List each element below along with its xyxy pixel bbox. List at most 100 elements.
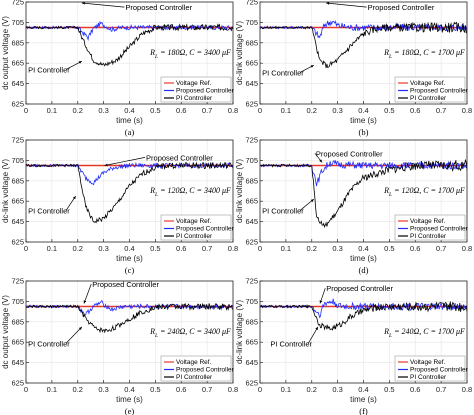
legend-entry: Voltage Ref. bbox=[410, 218, 446, 225]
legend-entry: PI Controller bbox=[176, 95, 213, 102]
panel-caption: (f) bbox=[359, 406, 368, 415]
arrow-head-icon bbox=[319, 300, 323, 304]
arrow-head-icon bbox=[104, 163, 108, 167]
annotation-proposed-controller: Proposed Controller bbox=[368, 3, 435, 12]
x-tick-label: 0.7 bbox=[436, 244, 446, 253]
y-tick-label: 665 bbox=[11, 338, 24, 347]
x-tick-label: 0.3 bbox=[98, 244, 108, 253]
x-tick-label: 0.5 bbox=[384, 106, 394, 115]
load-parameter-label: RL = 240Ω, C = 3400 μF bbox=[149, 327, 231, 339]
x-tick-label: 0.4 bbox=[358, 106, 368, 115]
y-tick-label: 665 bbox=[11, 197, 24, 206]
y-tick-label: 685 bbox=[11, 176, 24, 185]
x-tick-label: 0.5 bbox=[150, 244, 160, 253]
load-parameter-label: RL = 240Ω, C = 1700 μF bbox=[383, 327, 465, 339]
x-tick-label: 0 bbox=[258, 385, 262, 394]
y-tick-label: 725 bbox=[11, 136, 24, 145]
x-tick-label: 0 bbox=[258, 106, 262, 115]
arrow-head-icon bbox=[72, 196, 76, 200]
x-tick-label: 0.4 bbox=[358, 244, 368, 253]
x-tick-label: 0.2 bbox=[307, 385, 317, 394]
y-tick-label: 625 bbox=[245, 238, 258, 247]
y-tick-label: 705 bbox=[245, 18, 258, 27]
y-tick-label: 625 bbox=[11, 238, 24, 247]
panel-caption: (a) bbox=[125, 127, 135, 137]
x-tick-label: 0.8 bbox=[462, 106, 472, 115]
x-tick-label: 0.2 bbox=[307, 244, 317, 253]
series-pi-controller bbox=[25, 161, 234, 224]
annotation-pi-controller: PI Controller bbox=[28, 206, 70, 215]
panel-caption: (d) bbox=[359, 265, 369, 275]
panel-caption: (b) bbox=[359, 127, 369, 137]
legend-entry: PI Controller bbox=[176, 374, 213, 381]
panel-caption: (c) bbox=[125, 265, 135, 275]
y-tick-label: 725 bbox=[11, 0, 24, 7]
series-pi-controller bbox=[259, 301, 468, 331]
x-tick-label: 0.8 bbox=[228, 385, 238, 394]
legend-entry: Voltage Ref. bbox=[410, 80, 446, 87]
legend-entry: PI Controller bbox=[410, 374, 447, 381]
legend-entry: Proposed Controller bbox=[176, 226, 235, 233]
x-tick-label: 0.1 bbox=[281, 385, 291, 394]
annotation-pi-controller: PI Controller bbox=[28, 65, 70, 74]
annotation-arrow bbox=[65, 326, 83, 344]
x-tick-label: 0 bbox=[24, 385, 28, 394]
legend-entry: Voltage Ref. bbox=[176, 80, 212, 87]
x-tick-label: 0.1 bbox=[47, 385, 57, 394]
x-axis-label: time (s) bbox=[116, 395, 143, 404]
annotation-proposed-controller: Proposed Controller bbox=[125, 3, 192, 12]
y-tick-label: 725 bbox=[245, 136, 258, 145]
legend-entry: Proposed Controller bbox=[410, 226, 469, 233]
series-pi-controller bbox=[259, 158, 468, 229]
x-tick-label: 0.2 bbox=[307, 106, 317, 115]
legend-entry: Proposed Controller bbox=[410, 367, 469, 374]
x-tick-label: 0.2 bbox=[73, 385, 83, 394]
x-tick-label: 0.7 bbox=[436, 106, 446, 115]
legend-entry: Voltage Ref. bbox=[176, 218, 212, 225]
y-tick-label: 645 bbox=[11, 217, 24, 226]
annotation-proposed-controller: Proposed Controller bbox=[146, 153, 213, 162]
annotation-arrow bbox=[308, 326, 319, 344]
y-tick-label: 625 bbox=[11, 379, 24, 388]
x-tick-label: 0 bbox=[24, 244, 28, 253]
y-axis-label: dc-link voltage (V) bbox=[1, 159, 10, 223]
y-tick-label: 625 bbox=[245, 379, 258, 388]
x-tick-label: 0.1 bbox=[47, 106, 57, 115]
x-tick-label: 0.8 bbox=[462, 244, 472, 253]
x-axis-label: time (s) bbox=[350, 116, 377, 125]
x-tick-label: 0.6 bbox=[410, 106, 420, 115]
x-tick-label: 0.1 bbox=[47, 244, 57, 253]
panel-caption: (e) bbox=[125, 406, 135, 415]
x-tick-label: 0.6 bbox=[176, 244, 186, 253]
annotation-proposed-controller: Proposed Controller bbox=[316, 149, 383, 158]
y-axis-label: dc-link voltage (V) bbox=[235, 21, 244, 85]
y-tick-label: 705 bbox=[11, 156, 24, 165]
x-tick-label: 0.8 bbox=[228, 244, 238, 253]
x-axis-label: time (s) bbox=[350, 254, 377, 263]
x-tick-label: 0.7 bbox=[436, 385, 446, 394]
y-tick-label: 685 bbox=[245, 38, 258, 47]
x-tick-label: 0.4 bbox=[124, 106, 134, 115]
annotation-arrow bbox=[83, 283, 92, 304]
y-axis-label: dc output voltage (V) bbox=[1, 295, 10, 369]
y-tick-label: 625 bbox=[245, 100, 258, 109]
x-tick-label: 0.5 bbox=[150, 385, 160, 394]
x-tick-label: 0.5 bbox=[384, 385, 394, 394]
x-tick-label: 0.8 bbox=[228, 106, 238, 115]
y-tick-label: 725 bbox=[11, 277, 24, 286]
load-parameter-label: RL = 180Ω, C = 3400 μF bbox=[149, 48, 231, 60]
x-tick-label: 0.7 bbox=[202, 106, 212, 115]
legend-entry: Proposed Controller bbox=[410, 88, 469, 95]
x-tick-label: 0.3 bbox=[332, 244, 342, 253]
x-tick-label: 0.1 bbox=[281, 244, 291, 253]
y-tick-label: 705 bbox=[245, 297, 258, 306]
x-tick-label: 0.7 bbox=[202, 244, 212, 253]
y-tick-label: 665 bbox=[245, 197, 258, 206]
x-axis-label: time (s) bbox=[350, 395, 377, 404]
y-tick-label: 645 bbox=[11, 79, 24, 88]
